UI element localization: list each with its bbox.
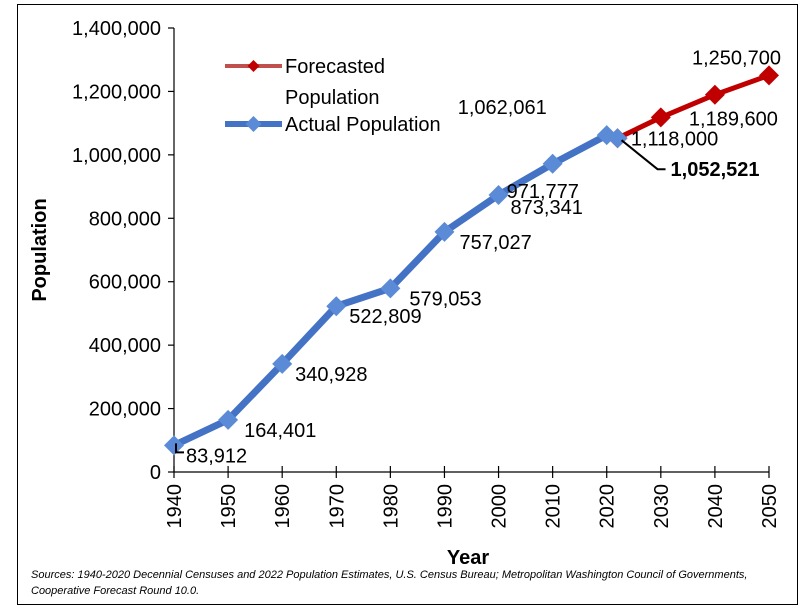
actual-line	[172, 131, 619, 449]
actual-point	[218, 409, 239, 430]
x-tick-label: 1950	[218, 484, 240, 529]
x-tick-label: 1960	[272, 484, 294, 529]
actual-data-label: 971,777	[507, 181, 579, 203]
actual-data-label: 579,053	[409, 288, 481, 310]
actual-point	[488, 185, 509, 206]
y-tick-label: 1,000,000	[72, 145, 161, 167]
forecast-line	[616, 72, 770, 141]
actual-point	[326, 296, 347, 317]
y-tick-label: 800,000	[89, 208, 161, 230]
actual-data-label: 340,928	[295, 364, 367, 386]
actual-data-label: 83,912	[186, 445, 247, 467]
x-tick-label: 2040	[705, 484, 727, 529]
actual-point	[607, 128, 628, 149]
forecast-data-label: 1,052,521	[671, 159, 760, 181]
actual-point	[434, 221, 455, 242]
x-tick-label: 1990	[434, 484, 456, 529]
x-tick-label: 2020	[597, 484, 619, 529]
forecast-data-label: 1,118,000	[631, 128, 719, 150]
y-tick-label: 400,000	[89, 335, 161, 357]
actual-point	[164, 435, 184, 456]
x-tick-label: 1940	[164, 484, 186, 529]
y-tick-label: 200,000	[89, 399, 161, 421]
leader-line	[175, 443, 184, 454]
y-tick-label: 1,200,000	[72, 81, 161, 103]
forecast-point	[759, 65, 779, 86]
actual-data-label: 1,062,061	[458, 97, 547, 119]
legend-forecast-label-line1: Forecasted	[285, 56, 385, 78]
series-layer	[164, 65, 779, 456]
y-axis-title: Population	[29, 198, 51, 301]
actual-data-label: 873,341	[511, 197, 583, 219]
x-axis-title: Year	[447, 547, 489, 569]
actual-data-label: 522,809	[349, 306, 421, 328]
forecast-data-label: 1,250,700	[692, 47, 781, 69]
source-note: Sources: 1940-2020 Decennial Censuses an…	[31, 569, 748, 597]
x-ticks: 1940 1950 1960 1970 1980 1990 2000 2010 2020 2030…	[164, 466, 781, 529]
axes	[173, 28, 769, 473]
y-tick-label: 0	[150, 462, 161, 484]
x-tick-label: 1970	[326, 484, 348, 529]
actual-point	[542, 153, 563, 174]
y-tick-label: 600,000	[89, 272, 161, 294]
y-ticks: 0 200,000 400,000 600,000 800,000 1,000,000 1,…	[72, 18, 174, 484]
legend: Forecasted Population Actual Population	[225, 56, 441, 136]
x-tick-label: 2000	[489, 484, 511, 529]
forecast-data-label: 1,189,600	[689, 109, 778, 131]
x-tick-label: 2010	[543, 484, 565, 529]
x-tick-label: 1980	[380, 484, 402, 529]
x-tick-label: 2050	[759, 484, 781, 529]
forecast-point	[704, 84, 725, 105]
legend-forecast-label-line2: Population	[285, 87, 380, 109]
actual-data-label: 757,027	[459, 232, 531, 254]
actual-point	[272, 353, 293, 374]
forecast-point	[650, 107, 671, 128]
actual-data-label: 164,401	[244, 420, 316, 442]
legend-forecast-marker	[247, 60, 260, 72]
x-tick-label: 2030	[651, 484, 673, 529]
chart-frame	[17, 4, 798, 605]
legend-actual-marker	[245, 116, 262, 132]
leader-line	[620, 139, 666, 171]
y-tick-label: 1,400,000	[72, 18, 161, 40]
actual-point	[380, 278, 401, 299]
legend-actual-label: Actual Population	[285, 114, 441, 136]
